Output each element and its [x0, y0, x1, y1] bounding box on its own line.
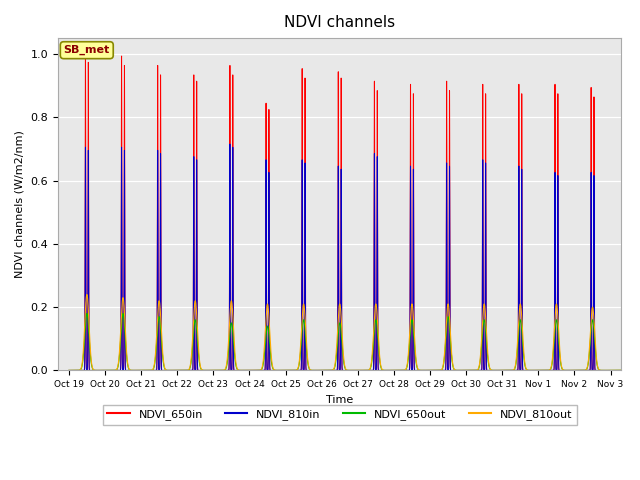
NDVI_650in [432, 368, 440, 373]
NDVI_650out [83, 311, 91, 316]
Line: NDVI_650in: NDVI_650in [69, 56, 640, 371]
NDVI_810in [275, 368, 282, 373]
Legend: NDVI_650in, NDVI_810in, NDVI_650out, NDVI_810out: NDVI_650in, NDVI_810in, NDVI_650out, NDV… [103, 405, 577, 425]
NDVI_650in [407, 213, 415, 219]
NDVI_810out [524, 368, 532, 373]
NDVI_810out [94, 368, 102, 373]
Text: SB_met: SB_met [63, 45, 110, 55]
X-axis label: Time: Time [326, 395, 353, 405]
Line: NDVI_810out: NDVI_810out [69, 295, 640, 371]
NDVI_810out [275, 368, 282, 373]
NDVI_810out [432, 368, 440, 373]
NDVI_650in [275, 368, 282, 373]
NDVI_810in [65, 368, 73, 373]
NDVI_810out [65, 368, 73, 373]
NDVI_650in [524, 368, 532, 373]
NDVI_650in [65, 368, 73, 373]
NDVI_650out [524, 368, 532, 373]
NDVI_650out [94, 368, 102, 373]
NDVI_810out [83, 292, 91, 298]
NDVI_650out [407, 323, 415, 328]
Line: NDVI_650out: NDVI_650out [69, 313, 640, 371]
NDVI_810in [226, 141, 234, 147]
Y-axis label: NDVI channels (W/m2/nm): NDVI channels (W/m2/nm) [15, 131, 25, 278]
NDVI_810out [493, 368, 501, 373]
NDVI_810in [94, 368, 102, 373]
NDVI_650out [432, 368, 440, 373]
NDVI_810out [571, 368, 579, 373]
NDVI_810in [407, 257, 415, 263]
NDVI_650out [493, 368, 501, 373]
NDVI_650out [65, 368, 73, 373]
NDVI_650in [493, 368, 501, 373]
Title: NDVI channels: NDVI channels [284, 15, 396, 30]
Line: NDVI_810in: NDVI_810in [69, 144, 640, 371]
NDVI_650in [82, 53, 90, 59]
NDVI_650out [246, 368, 253, 373]
NDVI_810out [407, 310, 415, 315]
NDVI_810in [493, 368, 501, 373]
NDVI_810in [524, 368, 532, 373]
NDVI_650out [275, 368, 282, 373]
NDVI_650in [94, 368, 102, 373]
NDVI_810in [432, 368, 440, 373]
